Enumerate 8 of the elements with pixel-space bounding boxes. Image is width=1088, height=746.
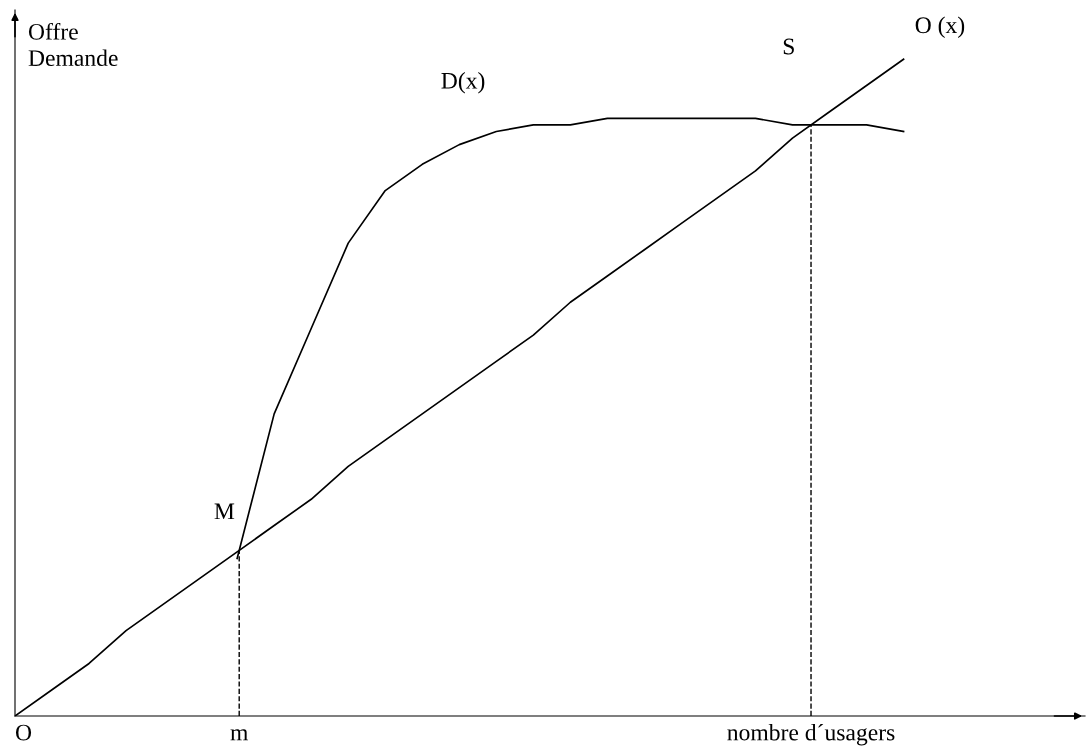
- series-label: O (x): [915, 16, 965, 39]
- text: S: [783, 38, 794, 55]
- series-label: D(x): [441, 72, 485, 94]
- x-axis-title: nombre d´usagers: [727, 723, 895, 746]
- text: m: [230, 729, 249, 741]
- text: O: [15, 724, 32, 741]
- annotation: M: [214, 503, 235, 520]
- y-axis-title: Offre Demande: [28, 22, 118, 67]
